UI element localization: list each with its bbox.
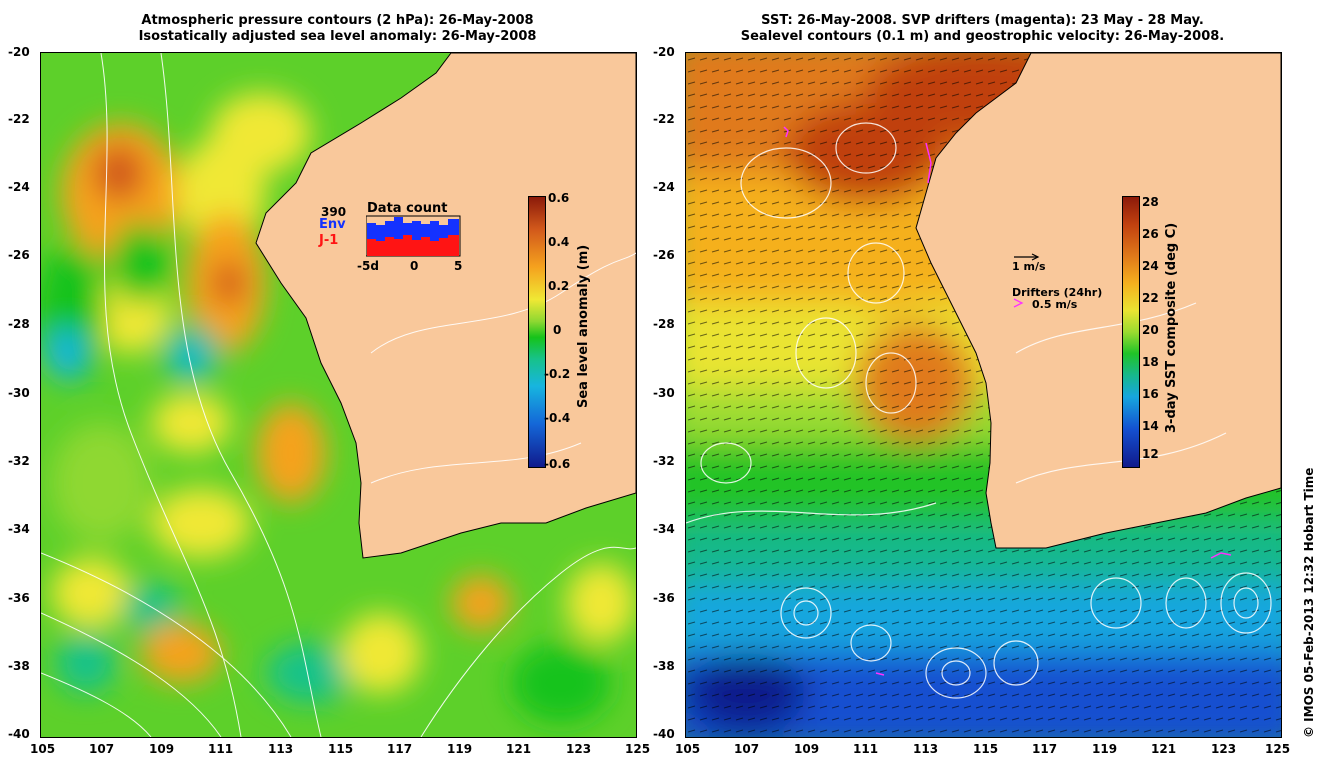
left-y-tick: -36 [8, 591, 30, 605]
left-y-tick: -38 [8, 659, 30, 673]
slc-tick-4: -0.2 [544, 367, 571, 381]
slc-tick-2: 0.2 [548, 279, 570, 293]
right-y-tick: -38 [653, 659, 675, 673]
left-x-tick: 111 [208, 742, 234, 756]
drifters-label: Drifters (24hr) [1012, 286, 1103, 299]
left-y-tick: -30 [8, 386, 30, 400]
left-y-tick: -26 [8, 248, 30, 262]
left-x-tick: 115 [328, 742, 354, 756]
right-title: SST: 26-May-2008. SVP drifters (magenta)… [685, 13, 1280, 45]
sst-tick-3: 22 [1142, 291, 1159, 305]
right-x-tick: 107 [734, 742, 760, 756]
slc-tick-6: -0.6 [544, 457, 571, 471]
sst-tick-8: 12 [1142, 447, 1159, 461]
left-x-tick: 107 [89, 742, 115, 756]
imos-credit: © IMOS 05-Feb-2013 12:32 Hobart Time [1302, 467, 1316, 738]
right-y-tick: -30 [653, 386, 675, 400]
left-title-line1: Atmospheric pressure contours (2 hPa): 2… [141, 13, 534, 28]
right-title-line1: SST: 26-May-2008. SVP drifters (magenta)… [761, 13, 1204, 28]
sst-tick-2: 24 [1142, 259, 1159, 273]
right-y-tick: -24 [653, 180, 675, 194]
left-x-tick: 125 [625, 742, 651, 756]
left-x-tick: 123 [566, 742, 592, 756]
slc-tick-3: 0 [553, 323, 562, 337]
j1-bars [367, 235, 459, 256]
right-x-tick: 105 [675, 742, 701, 756]
left-x-tick: 117 [387, 742, 413, 756]
j1-label: J-1 [319, 233, 339, 248]
sst-tick-4: 20 [1142, 323, 1159, 337]
left-title-line2: Isostatically adjusted sea level anomaly… [138, 29, 537, 44]
drifter-scale-arrow [1013, 298, 1024, 308]
left-x-tick: 119 [447, 742, 473, 756]
inset-tick-mid: 0 [410, 259, 419, 273]
sea-level-colorbar-label: Sea level anomaly (m) [576, 244, 591, 408]
left-y-tick: -24 [8, 180, 30, 194]
left-y-tick: -28 [8, 317, 30, 331]
velocity-scale-label: 1 m/s [1012, 260, 1046, 273]
right-y-tick: -22 [653, 112, 675, 126]
inset-tick-right: 5 [454, 259, 463, 273]
slc-tick-0: 0.6 [548, 191, 570, 205]
sst-colorbar-label: 3-day SST composite (deg C) [1164, 222, 1179, 433]
right-x-tick: 119 [1092, 742, 1118, 756]
right-y-tick: -40 [653, 727, 675, 741]
env-label: Env [319, 217, 346, 232]
right-x-tick: 125 [1265, 742, 1291, 756]
right-x-tick: 115 [973, 742, 999, 756]
svp-drifter-tracks [783, 126, 1232, 676]
data-count-title: Data count [367, 201, 448, 216]
right-y-tick: -36 [653, 591, 675, 605]
left-y-tick: -40 [8, 727, 30, 741]
drifter-speed-label: 0.5 m/s [1032, 298, 1078, 311]
sea-level-colorbar [528, 196, 546, 468]
left-y-tick: -34 [8, 522, 30, 536]
left-x-tick: 109 [149, 742, 175, 756]
right-x-tick: 109 [794, 742, 820, 756]
right-x-tick: 111 [853, 742, 879, 756]
sst-colorbar [1122, 196, 1140, 468]
slc-tick-1: 0.4 [548, 235, 570, 249]
right-y-tick: -26 [653, 248, 675, 262]
sst-tick-0: 28 [1142, 195, 1159, 209]
sst-svg [686, 53, 1281, 737]
left-y-tick: -32 [8, 454, 30, 468]
left-x-tick: 121 [506, 742, 532, 756]
right-y-tick: -32 [653, 454, 675, 468]
left-y-tick: -20 [8, 45, 30, 59]
sst-tick-7: 14 [1142, 419, 1159, 433]
right-x-tick: 123 [1211, 742, 1237, 756]
sea-level-contours [686, 122, 1272, 699]
sea-level-anomaly-map[interactable]: 390 Env J-1 Data count [40, 52, 637, 738]
right-x-tick: 113 [913, 742, 939, 756]
pressure-contours [41, 53, 636, 737]
data-count-number: 390 [321, 205, 347, 219]
inset-tick-left: -5d [357, 259, 379, 273]
left-title: Atmospheric pressure contours (2 hPa): 2… [40, 13, 635, 45]
australia-land-sst [915, 53, 1281, 549]
right-y-tick: -20 [653, 45, 675, 59]
sst-tick-5: 18 [1142, 355, 1159, 369]
sst-map[interactable]: 1 m/s Drifters (24hr) 0.5 m/s 28 26 24 2… [685, 52, 1282, 738]
left-x-tick: 113 [268, 742, 294, 756]
sst-tick-1: 26 [1142, 227, 1159, 241]
left-y-tick: -22 [8, 112, 30, 126]
left-x-tick: 105 [30, 742, 56, 756]
sea-level-anomaly-svg [41, 53, 636, 737]
right-y-tick: -34 [653, 522, 675, 536]
data-count-inset: 390 Env J-1 Data count [319, 201, 481, 281]
right-y-tick: -28 [653, 317, 675, 331]
slc-tick-5: -0.4 [544, 411, 571, 425]
right-x-tick: 121 [1151, 742, 1177, 756]
sst-tick-6: 16 [1142, 387, 1159, 401]
data-count-bars [366, 215, 461, 257]
right-title-line2: Sealevel contours (0.1 m) and geostrophi… [740, 29, 1225, 44]
right-x-tick: 117 [1032, 742, 1058, 756]
